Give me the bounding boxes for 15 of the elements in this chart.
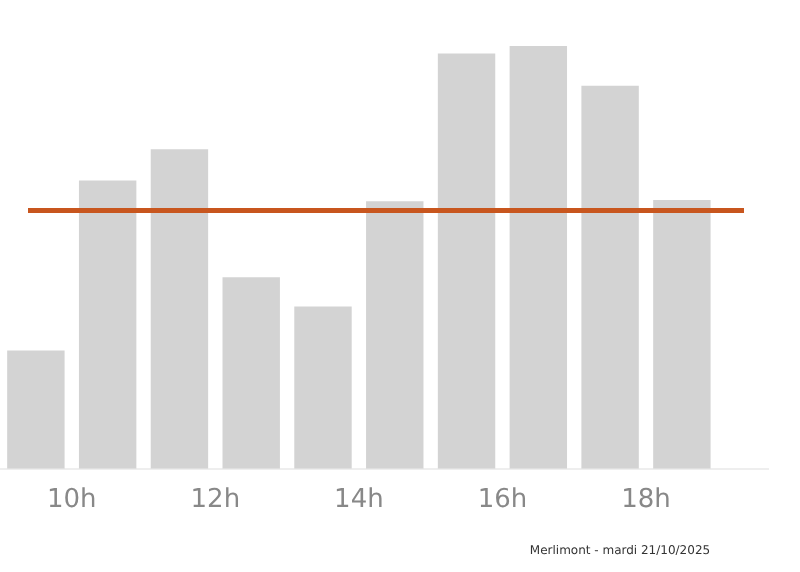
bar — [222, 277, 280, 469]
x-tick-label: 16h — [477, 485, 528, 516]
x-tick-label: 12h — [190, 485, 241, 516]
bar — [78, 180, 137, 469]
bar — [294, 306, 352, 469]
bar — [653, 199, 711, 469]
x-tick-label: 18h — [621, 485, 671, 516]
bar — [437, 53, 496, 469]
bar — [150, 149, 209, 469]
bar — [366, 201, 424, 469]
bar — [7, 350, 65, 469]
bar — [509, 46, 568, 469]
bar — [581, 85, 639, 469]
x-tick-label: 14h — [334, 485, 384, 516]
x-tick-label: 10h — [46, 485, 97, 516]
